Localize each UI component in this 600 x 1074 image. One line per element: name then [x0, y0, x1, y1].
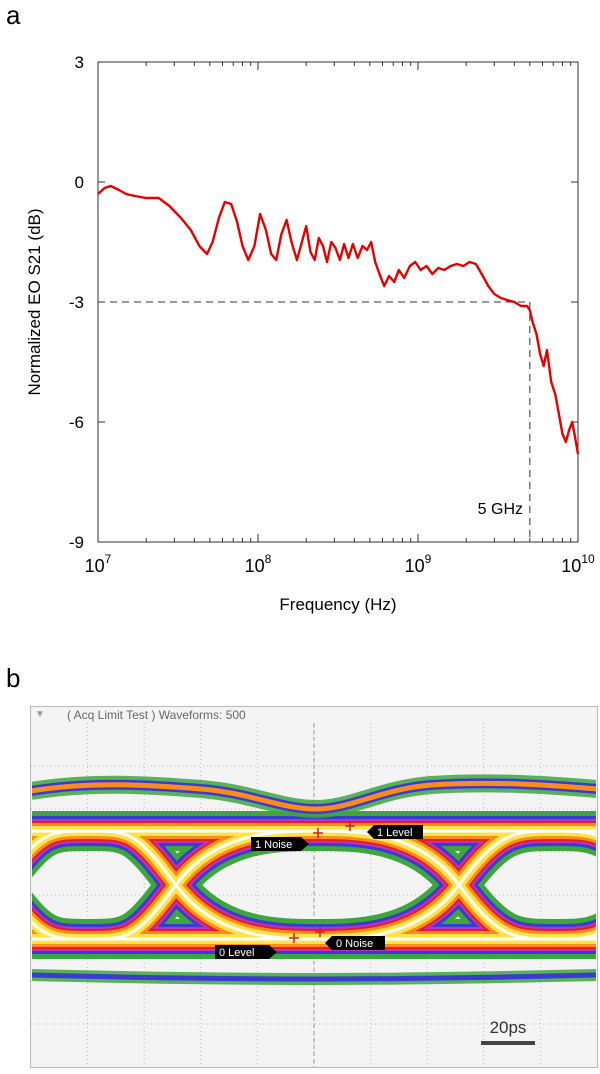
eye-header: ▼ ( Acq Limit Test ) Waveforms: 500	[31, 707, 597, 723]
scale-bar-line	[481, 1041, 535, 1045]
x-tick-label: 107	[85, 552, 112, 576]
y-tick-label: 0	[75, 173, 84, 192]
frequency-response-chart: 3 0 -3 -6 -9 107 108 109 1010 5 GHz Frequency (…	[25, 53, 595, 614]
eye-markers	[289, 821, 355, 943]
label-0-level-text: 0 Level	[219, 947, 254, 959]
eye-grid	[31, 723, 597, 1067]
label-1-level-text: 1 Level	[377, 827, 412, 839]
scale-bar: 20ps	[481, 1018, 535, 1045]
scale-bar-label: 20ps	[490, 1018, 527, 1037]
eye-header-title: ( Acq Limit Test ) Waveforms: 500	[67, 708, 246, 722]
reference-lines	[98, 301, 531, 542]
eye-diagram-panel: ▼ ( Acq Limit Test ) Waveforms: 500 1 No…	[30, 706, 598, 1068]
label-0-level: 0 Level	[215, 945, 277, 959]
eye-diagram: 1 Noise 1 Level 0 Level 0 Noise 20ps	[31, 723, 597, 1067]
label-1-noise-text: 1 Noise	[255, 839, 292, 851]
down-arrow-icon: ▼	[35, 709, 45, 720]
y-axis: 3 0 -3 -6 -9	[69, 53, 578, 552]
label-0-noise: 0 Noise	[325, 936, 385, 950]
eye-lower-envelope-inner	[32, 972, 596, 982]
panel-label-b: b	[6, 663, 21, 693]
x-tick-label: 1010	[561, 552, 595, 576]
y-axis-label: Normalized EO S21 (dB)	[25, 208, 44, 395]
label-1-level: 1 Level	[367, 825, 423, 839]
y-tick-label: -3	[69, 293, 84, 312]
x-axis: 107 108 109 1010	[85, 62, 595, 576]
eye-traces	[32, 774, 596, 986]
eye-upper-envelope-core	[32, 780, 596, 812]
label-0-noise-text: 0 Noise	[336, 938, 373, 950]
x-tick-label: 109	[405, 552, 432, 576]
series-line-s21	[97, 184, 580, 455]
panel-label-a: a	[6, 0, 21, 30]
label-1-noise: 1 Noise	[251, 837, 309, 851]
x-axis-label: Frequency (Hz)	[279, 595, 396, 614]
annotation-5ghz: 5 GHz	[478, 501, 523, 518]
y-tick-label: -6	[69, 413, 84, 432]
x-tick-label: 108	[245, 552, 272, 576]
y-tick-label: -9	[69, 533, 84, 552]
y-tick-label: 3	[75, 53, 84, 72]
